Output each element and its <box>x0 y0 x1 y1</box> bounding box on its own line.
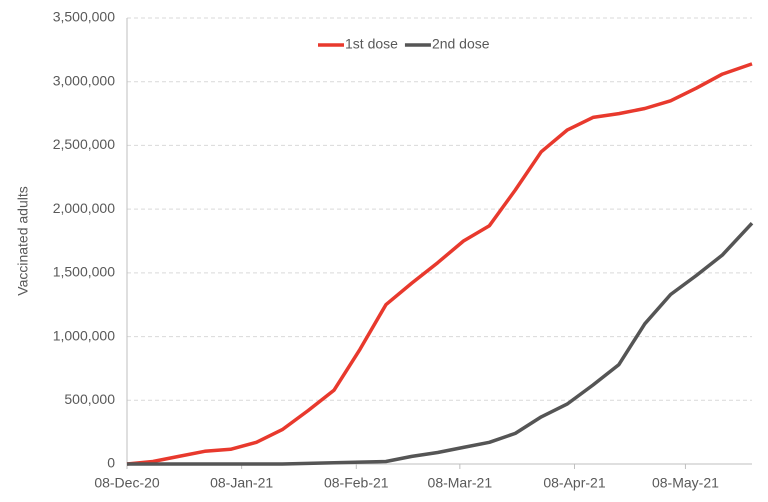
y-tick-label: 0 <box>107 455 115 471</box>
y-tick-label: 1,500,000 <box>53 264 115 280</box>
y-tick-label: 3,500,000 <box>53 9 115 25</box>
x-tick-label: 08-May-21 <box>652 475 719 491</box>
y-tick-label: 2,500,000 <box>53 136 115 152</box>
series-line <box>127 222 754 466</box>
legend-label: 1st dose <box>345 36 398 52</box>
x-tick-label: 08-Jan-21 <box>210 475 273 491</box>
y-axis-label: Vaccinated adults <box>15 186 31 295</box>
legend-label: 2nd dose <box>432 36 490 52</box>
x-tick-label: 08-Feb-21 <box>324 475 389 491</box>
series-line <box>126 62 753 466</box>
y-tick-label: 500,000 <box>64 391 115 407</box>
y-tick-label: 1,000,000 <box>53 327 115 343</box>
y-tick-label: 2,000,000 <box>53 200 115 216</box>
y-tick-label: 3,000,000 <box>53 72 115 88</box>
x-tick-label: 08-Apr-21 <box>543 475 605 491</box>
x-tick-label: 08-Dec-20 <box>94 475 160 491</box>
x-tick-label: 08-Mar-21 <box>428 475 493 491</box>
